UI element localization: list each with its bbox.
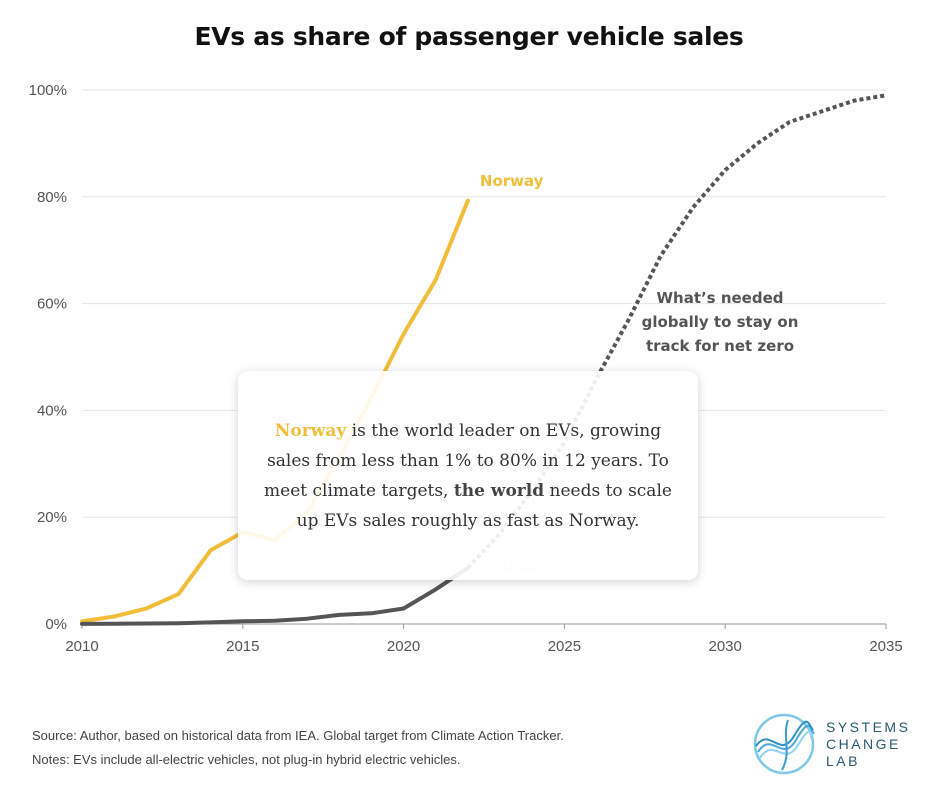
callout-text-part1: is the world leader on EVs, growing sale… <box>264 420 669 501</box>
series-line-global <box>80 565 470 626</box>
footer-source: Source: Author, based on historical data… <box>32 728 564 743</box>
y-tick-label: 20% <box>37 509 67 526</box>
chart-title: EVs as share of passenger vehicle sales <box>194 22 744 51</box>
callout-text: Norway is the world leader on EVs, growi… <box>264 416 672 536</box>
x-tick-label: 2025 <box>548 638 581 655</box>
footer-notes: Notes: EVs include all-electric vehicles… <box>32 752 461 767</box>
net-zero-annotation: globally to stay on <box>642 313 799 331</box>
y-tick-label: 0% <box>45 616 67 633</box>
net-zero-annotation: track for net zero <box>646 337 794 355</box>
y-tick-label: 100% <box>29 82 67 99</box>
x-tick-label: 2035 <box>869 638 902 655</box>
x-tick-label: 2015 <box>226 638 259 655</box>
series-label-norway: Norway <box>480 172 544 190</box>
callout-box: Norway is the world leader on EVs, growi… <box>238 371 698 580</box>
x-tick-label: 2020 <box>387 638 420 655</box>
y-tick-label: 60% <box>37 296 67 313</box>
logo-line-3: LAB <box>826 753 860 769</box>
x-tick-label: 2010 <box>65 638 98 655</box>
x-tick-label: 2030 <box>709 638 742 655</box>
logo-line-2: CHANGE <box>826 736 901 752</box>
callout-text-part2: needs to scale up EVs sales roughly as f… <box>296 480 672 531</box>
net-zero-annotation: What’s needed <box>656 289 783 307</box>
series-line-net-zero-pathway <box>466 93 887 570</box>
callout-norway: Norway <box>274 420 347 441</box>
logo-line-1: SYSTEMS <box>826 719 911 735</box>
logo-mark-icon <box>753 713 815 775</box>
systems-change-lab-logo: SYSTEMS CHANGE LAB <box>752 712 912 776</box>
y-tick-label: 80% <box>37 189 67 206</box>
callout-world: the world <box>453 480 545 501</box>
y-tick-label: 40% <box>37 402 67 419</box>
